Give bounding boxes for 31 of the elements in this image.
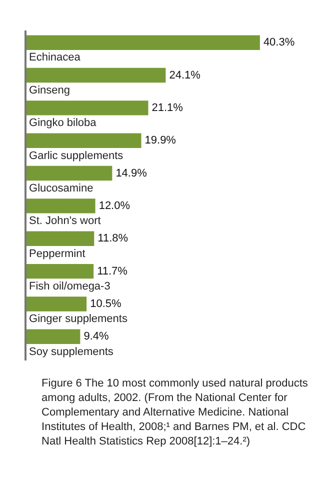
bar xyxy=(26,133,142,148)
data-label: 40.3% xyxy=(263,36,295,49)
data-label: 11.7% xyxy=(97,265,128,278)
bar xyxy=(26,35,260,50)
bar xyxy=(26,329,80,344)
bar xyxy=(26,231,94,246)
bar xyxy=(26,100,148,116)
bar xyxy=(26,68,166,83)
data-label: 12.0% xyxy=(98,200,130,212)
bar xyxy=(26,264,94,279)
data-label: 21.1% xyxy=(152,102,184,114)
bar xyxy=(26,296,87,312)
y-tick-label: Ginseng xyxy=(29,84,70,96)
y-tick-label: Echinacea xyxy=(29,52,82,64)
data-label: 24.1% xyxy=(169,69,201,82)
bar xyxy=(26,166,112,181)
y-tick-label: Glucosamine xyxy=(29,182,94,194)
data-label: 11.8% xyxy=(98,232,128,245)
y-tick-label: St. John's wort xyxy=(29,215,101,228)
y-tick-label: Fish oil/omega-3 xyxy=(29,280,110,292)
data-label: 10.5% xyxy=(90,298,122,310)
data-label: 9.4% xyxy=(84,330,109,343)
y-tick-label: Soy supplements xyxy=(29,346,114,358)
data-label: 14.9% xyxy=(116,167,148,180)
data-label: 19.9% xyxy=(144,134,176,147)
y-tick-label: Ginger supplements xyxy=(29,313,128,326)
y-tick-label: Peppermint xyxy=(29,248,86,260)
y-tick-label: Gingko biloba xyxy=(29,117,98,130)
y-tick-label: Garlic supplements xyxy=(29,150,124,162)
bar xyxy=(26,198,96,214)
caption: Figure 6 The 10 most commonly used natural products among adults, 2002. (From the National Center for Complementary and Alternative Medicine. National Institutes of Health, 2008;¹ and Barnes PM, et al. CDC Natl Health Statistics Rep 2008[12]:1–24.²) xyxy=(42,378,308,448)
